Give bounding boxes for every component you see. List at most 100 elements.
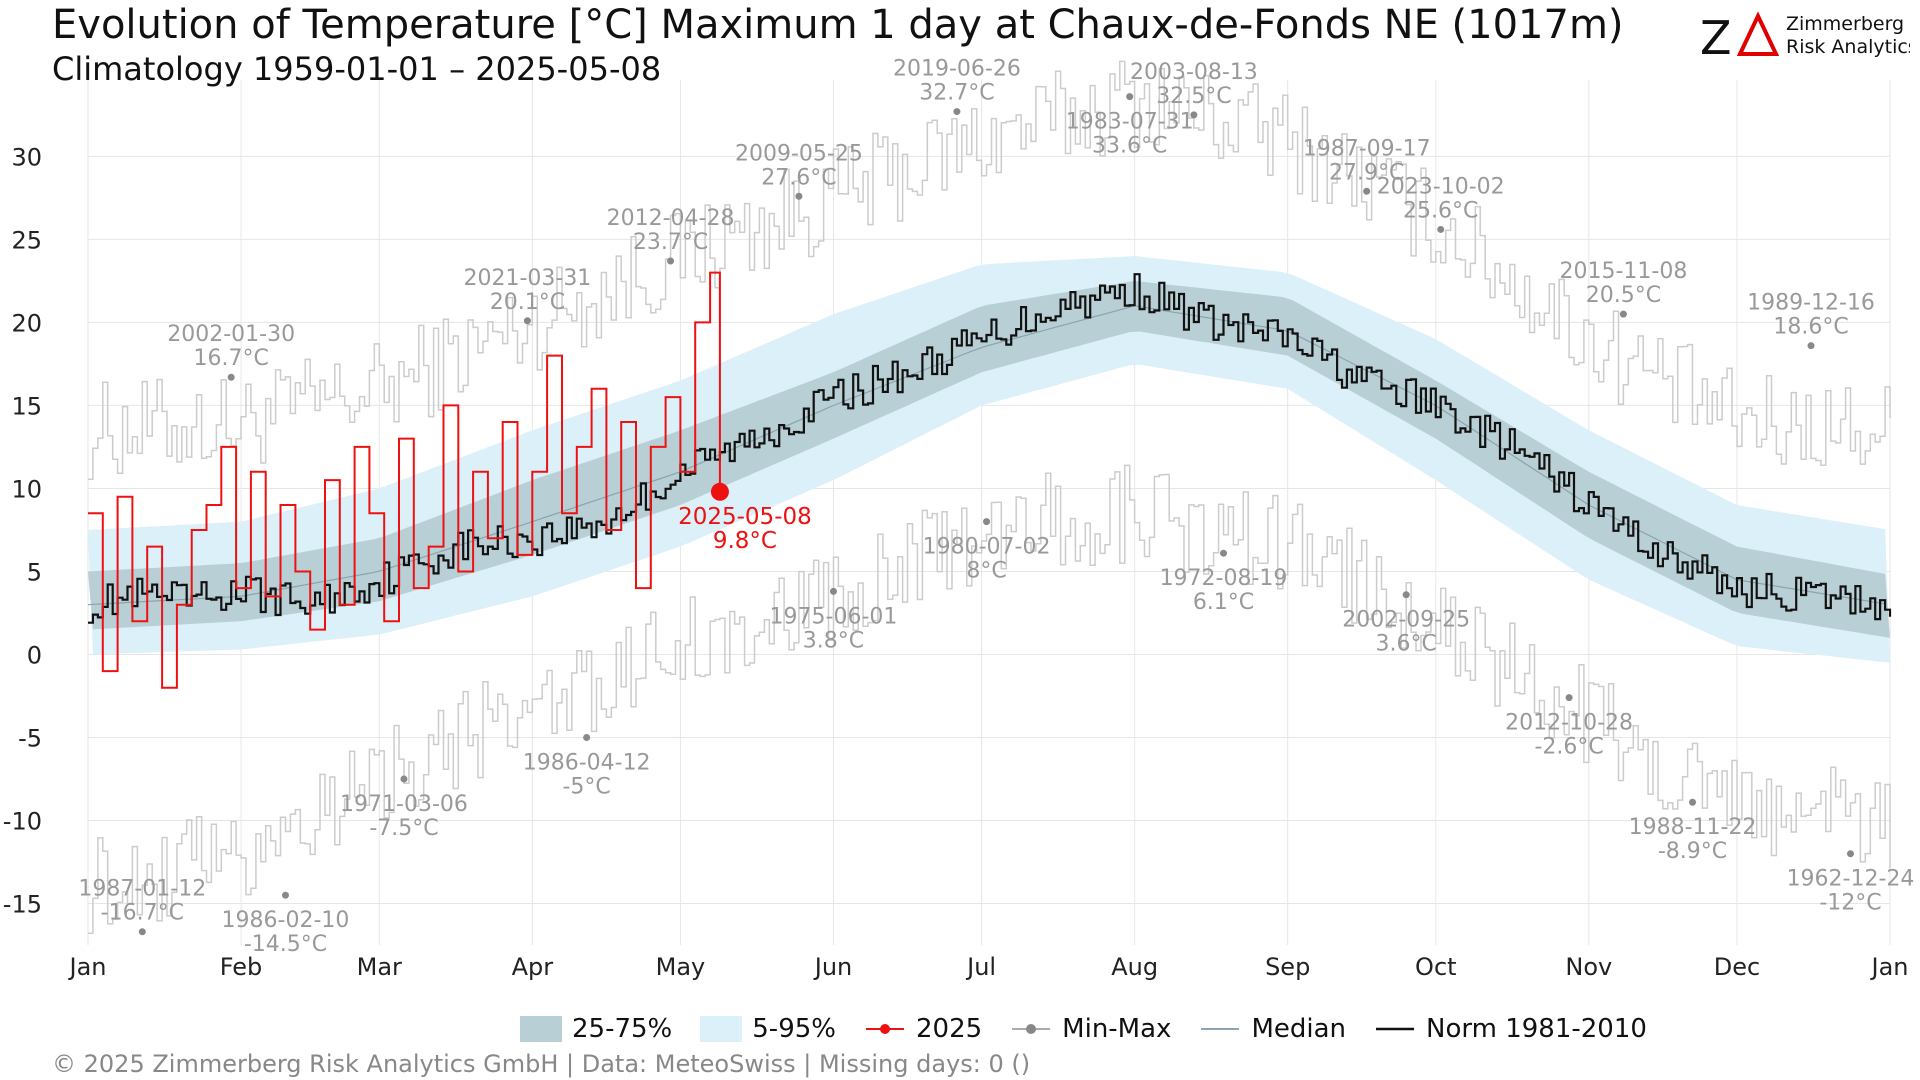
record-lines (88, 60, 1891, 935)
record-point (1619, 310, 1627, 318)
chart-subtitle: Climatology 1959-01-01 – 2025-05-08 (52, 50, 662, 88)
company-logo: Z Zimmerberg Risk Analytics (1700, 11, 1910, 63)
record-point (400, 775, 408, 783)
climatology-bands (88, 256, 1890, 663)
record-label-value: 20.1°C (490, 290, 565, 315)
norm-1981-2010-line (88, 273, 1892, 624)
legend-item-p5-95: 5-95% (700, 1014, 836, 1044)
legend-label-current: 2025 (915, 1014, 983, 1044)
logo-line2: Risk Analytics (1786, 36, 1910, 58)
record-point (1565, 694, 1573, 702)
record-label-date: 1980-07-02 (923, 535, 1051, 560)
record-min-line (88, 464, 1891, 935)
record-label-value: 32.7°C (919, 81, 994, 106)
x-tick-label: Sep (1265, 953, 1310, 981)
band-25-75 (88, 280, 1890, 638)
y-tick-label: -15 (3, 890, 42, 918)
record-label-date: 1962-12-24 (1787, 867, 1915, 892)
axis-labels: 30 25 20 15 10 5 0 -5 -10 -15 Jan Feb Mar Apr May Jun Ju… (3, 143, 1909, 981)
current-label-value: 9.8°C (713, 528, 777, 554)
record-label-value: 16.7°C (193, 346, 268, 371)
band-5-95 (88, 256, 1890, 663)
y-tick-label: 25 (11, 226, 42, 254)
legend-swatch-p5-95 (700, 1016, 743, 1042)
record-label-value: 20.5°C (1586, 283, 1661, 308)
record-label-date: 2009-05-25 (735, 141, 863, 166)
y-tick-label: 15 (11, 392, 42, 420)
record-point (983, 518, 991, 526)
x-tick-label: May (656, 953, 706, 981)
footer-copyright: © 2025 Zimmerberg Risk Analytics GmbH | … (52, 1050, 1031, 1078)
x-tick-label: Jul (965, 953, 996, 981)
record-label-date: 2012-04-28 (607, 206, 735, 231)
record-label-date: 2019-06-26 (893, 57, 1021, 82)
record-label-date: 2012-10-28 (1505, 711, 1633, 736)
logo-line1: Zimmerberg (1786, 13, 1904, 35)
record-label-value: -8.9°C (1658, 839, 1727, 864)
legend-icon-current (865, 1024, 904, 1034)
record-point (795, 192, 803, 200)
y-tick-label: 20 (11, 309, 42, 337)
record-point (1807, 342, 1815, 350)
x-tick-label: Jan (1870, 953, 1909, 981)
record-point (138, 928, 146, 936)
legend-item-minmax: Min-Max (1010, 1014, 1171, 1044)
series-lines (87, 271, 1892, 689)
record-label-value: -5°C (562, 774, 610, 799)
record-label-date: 1986-02-10 (222, 908, 350, 933)
legend-label-minmax: Min-Max (1062, 1014, 1172, 1044)
y-tick-label: -10 (3, 807, 42, 835)
logo-delta-icon (1736, 11, 1780, 56)
current-last-point (710, 482, 729, 501)
legend-icon-minmax (1012, 1024, 1051, 1034)
legend-swatch-iqr (520, 1016, 562, 1042)
record-label-value: 6.1°C (1193, 590, 1254, 615)
legend-label-median: Median (1251, 1014, 1347, 1044)
record-label-value: 25.6°C (1403, 198, 1478, 223)
record-point (829, 587, 837, 595)
x-tick-label: Feb (220, 953, 263, 981)
legend-item-norm: Norm 1981-2010 (1374, 1014, 1647, 1044)
x-tick-label: Apr (512, 953, 554, 981)
x-tick-label: Oct (1415, 953, 1457, 981)
record-label-date: 1986-04-12 (523, 750, 651, 775)
record-label-value: -16.7°C (101, 901, 184, 926)
record-point (583, 733, 591, 741)
y-tick-label: 30 (11, 143, 42, 171)
record-label-value: -7.5°C (369, 816, 438, 841)
record-point (281, 891, 289, 899)
x-tick-label: Nov (1565, 953, 1612, 981)
y-tick-label: 0 (27, 641, 42, 669)
record-label-date: 1988-11-22 (1629, 815, 1757, 840)
record-label-value: 32.5°C (1156, 84, 1231, 109)
logo-letter-z: Z (1700, 11, 1732, 63)
record-point (1402, 591, 1410, 599)
x-tick-label: Aug (1111, 953, 1158, 981)
record-point (1847, 850, 1855, 858)
record-point (1126, 93, 1134, 101)
record-label-date: 1987-09-17 (1303, 136, 1431, 161)
current-2025-line (88, 271, 721, 689)
record-label-date: 1972-08-19 (1160, 566, 1288, 591)
record-label-value: 3.8°C (803, 628, 864, 653)
chart-title: Evolution of Temperature [°C] Maximum 1 … (52, 2, 1624, 48)
legend-label-iqr: 25-75% (572, 1014, 673, 1044)
legend-icon-median (1201, 1028, 1240, 1030)
legend-label-norm: Norm 1981-2010 (1426, 1014, 1647, 1044)
legend-label-p5-95: 5-95% (752, 1014, 836, 1044)
record-label-date: 2002-01-30 (167, 322, 295, 347)
legend-icon-norm (1376, 1027, 1415, 1031)
record-label-value: -14.5°C (244, 932, 327, 957)
y-tick-label: 5 (27, 558, 42, 586)
record-point (1689, 798, 1697, 806)
record-point (953, 108, 961, 116)
record-label-date: 2015-11-08 (1559, 259, 1687, 284)
record-point (1190, 111, 1198, 119)
record-point (1220, 549, 1228, 557)
record-label-date: 2021-03-31 (463, 266, 591, 291)
x-tick-label: Jun (813, 953, 853, 981)
record-label-date: 2002-09-25 (1342, 608, 1470, 633)
record-label-value: 27.6°C (761, 165, 836, 190)
